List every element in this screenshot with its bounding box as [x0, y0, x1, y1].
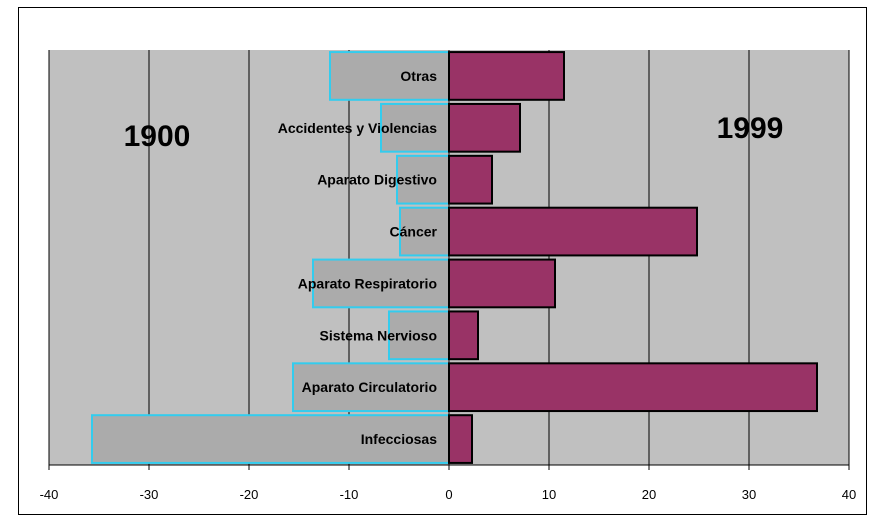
x-tick-label-8: 40 [842, 487, 856, 502]
bar-1900-7 [329, 51, 450, 101]
x-tick-label-2: -20 [240, 487, 259, 502]
category-label-3: Aparato Respiratorio [298, 275, 437, 291]
category-label-6: Accidentes y Violencias [278, 120, 437, 136]
category-label-0: Infecciosas [361, 431, 437, 447]
year-label-left: 1900 [124, 120, 191, 153]
x-tick-label-5: 10 [542, 487, 556, 502]
bar-1999-5 [448, 154, 493, 205]
category-label-4: Cáncer [390, 224, 438, 240]
bar-1999-2 [448, 310, 479, 361]
bar-1900-3 [312, 258, 450, 309]
bar-1900-0 [91, 414, 450, 464]
bar-1999-0 [448, 414, 473, 464]
x-tick-label-6: 20 [642, 487, 656, 502]
x-tick-label-3: -10 [340, 487, 359, 502]
bar-1900-1 [292, 362, 450, 413]
bar-1999-3 [448, 258, 556, 309]
bar-1999-4 [448, 206, 698, 257]
category-labels: Infecciosas Aparato Circulatorio Sistema N… [278, 68, 438, 447]
category-label-5: Aparato Digestivo [317, 172, 437, 188]
x-tick-label-4: 0 [445, 487, 452, 502]
x-tick-label-0: -40 [40, 487, 59, 502]
bar-1999-6 [448, 102, 521, 153]
category-label-2: Sistema Nervioso [320, 327, 438, 343]
x-ticks: -40 -30 -20 -10 0 10 20 30 40 [40, 465, 856, 502]
bar-1900-5 [396, 154, 450, 205]
year-label-right: 1999 [717, 112, 784, 145]
x-tick-label-7: 30 [742, 487, 756, 502]
category-label-1: Aparato Circulatorio [302, 379, 437, 395]
bar-1999-7 [448, 51, 565, 101]
bars [91, 51, 818, 464]
bar-1900-2 [388, 310, 450, 361]
category-label-7: Otras [400, 68, 437, 84]
bar-1999-1 [448, 362, 818, 413]
x-tick-label-1: -30 [140, 487, 159, 502]
